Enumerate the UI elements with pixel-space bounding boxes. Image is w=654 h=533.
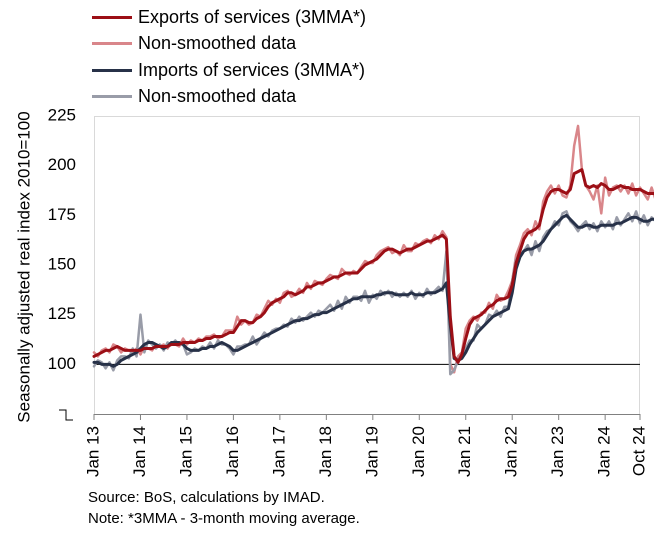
y-tick-label: 150 <box>48 254 76 273</box>
x-tick-label: Jan 18 <box>316 426 335 477</box>
x-tick-label: Oct 24 <box>629 426 648 476</box>
imports-3mma-line <box>92 213 654 368</box>
x-tick-label: Jan 20 <box>409 426 428 477</box>
legend-swatch-imports <box>92 68 132 72</box>
legend-item-exports-raw: Non-smoothed data <box>92 31 366 58</box>
legend-item-imports-raw: Non-smoothed data <box>92 84 366 111</box>
axis-break-icon <box>59 409 73 421</box>
chart-notes: Source: BoS, calculations by IMAD. Note:… <box>88 487 360 529</box>
legend-label-imports: Imports of services (3MMA*) <box>138 59 366 80</box>
legend-item-imports: Imports of services (3MMA*) <box>92 57 366 84</box>
legend-label-imports-raw: Non-smoothed data <box>138 86 297 107</box>
x-tick-label: Jan 19 <box>362 426 381 477</box>
y-axis-title: Seasonally adjusted real index 2010=100 <box>14 111 33 422</box>
x-axis-ticks: Jan 13 Jan 14 Jan 15 Jan 16 Jan 17 Jan 18 Jan … <box>83 414 648 477</box>
legend-swatch-exports-raw <box>92 42 132 46</box>
legend-label-exports-raw: Non-smoothed data <box>138 33 297 54</box>
exports-3mma-line <box>92 168 654 364</box>
y-tick-label: 200 <box>48 155 76 174</box>
legend-item-exports: Exports of services (3MMA*) <box>92 4 366 31</box>
x-tick-label: Jan 14 <box>130 426 149 477</box>
y-axis-ticks: 100 125 150 175 200 225 <box>48 105 76 372</box>
series-group <box>92 124 654 376</box>
footnote: Note: *3MMA - 3-month moving average. <box>88 510 360 527</box>
y-tick-label: 175 <box>48 205 76 224</box>
exports-raw-line <box>92 124 654 374</box>
x-tick-label: Jan 23 <box>548 426 567 477</box>
x-tick-label: Jan 15 <box>176 426 195 477</box>
x-tick-label: Jan 24 <box>595 426 614 477</box>
x-tick-label: Jan 22 <box>502 426 521 477</box>
y-tick-label: 125 <box>48 304 76 323</box>
legend: Exports of services (3MMA*) Non-smoothed… <box>92 4 366 110</box>
legend-swatch-imports-raw <box>92 95 132 99</box>
source-note: Source: BoS, calculations by IMAD. <box>88 489 325 506</box>
x-tick-label: Jan 13 <box>83 426 102 477</box>
imports-raw-line <box>92 210 654 376</box>
y-tick-label: 100 <box>48 354 76 373</box>
legend-swatch-exports <box>92 15 132 19</box>
y-tick-label: 225 <box>48 105 76 124</box>
legend-label-exports: Exports of services (3MMA*) <box>138 6 367 27</box>
x-tick-label: Jan 21 <box>455 426 474 477</box>
x-tick-label: Jan 16 <box>223 426 242 477</box>
x-tick-label: Jan 17 <box>269 426 288 477</box>
